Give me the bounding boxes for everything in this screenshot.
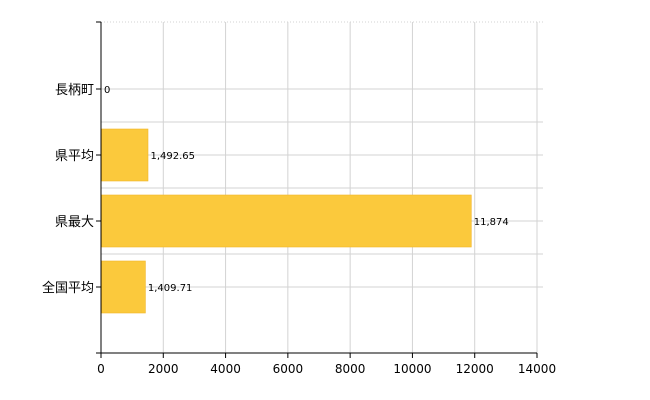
- data-label-0: 0: [104, 85, 110, 96]
- x-tick-label-6000: 6000: [273, 362, 304, 376]
- category-label-2: 県最大: [55, 215, 94, 230]
- axes: [96, 21, 538, 358]
- grid: [101, 21, 543, 353]
- x-tick-label-2000: 2000: [148, 362, 179, 376]
- bars: [101, 128, 472, 314]
- category-label-3: 全国平均: [42, 280, 94, 296]
- x-tick-label-0: 0: [97, 362, 105, 376]
- x-tick-label-12000: 12000: [456, 362, 494, 376]
- category-label-0: 長柄町: [55, 83, 94, 98]
- x-tick-label-10000: 10000: [393, 362, 431, 376]
- x-tick-label-14000: 14000: [518, 362, 556, 376]
- bar-1: [101, 128, 149, 182]
- data-label-1: 1,492.65: [150, 151, 195, 162]
- data-label-3: 1,409.71: [148, 283, 193, 294]
- x-tick-label-4000: 4000: [210, 362, 241, 376]
- x-tick-label-8000: 8000: [335, 362, 366, 376]
- bar-3: [101, 260, 146, 314]
- bar-2: [101, 194, 472, 248]
- data-label-2: 11,874: [474, 217, 509, 228]
- category-label-1: 県平均: [55, 149, 94, 164]
